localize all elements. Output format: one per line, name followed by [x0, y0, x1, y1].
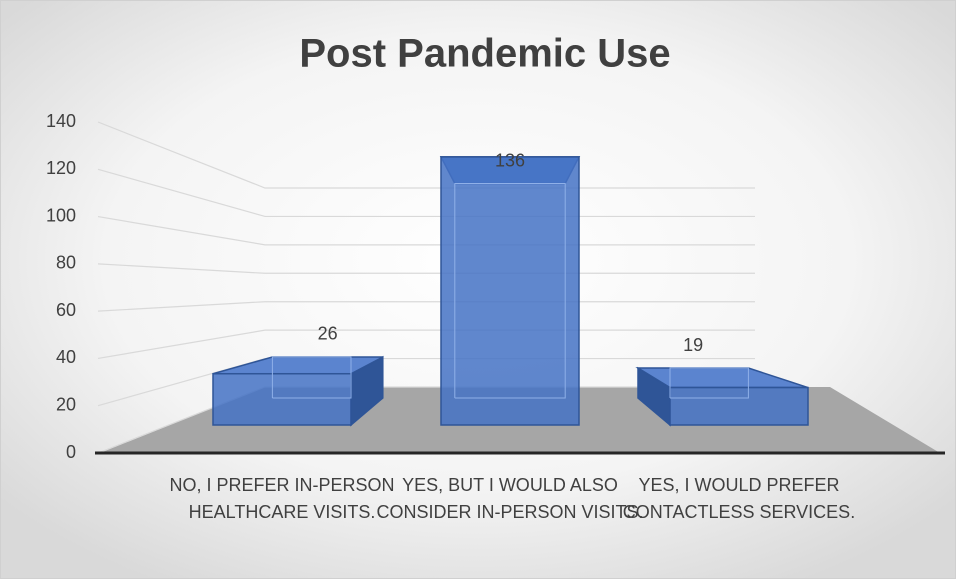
bar: [440, 156, 580, 426]
data-label: 26: [318, 324, 338, 344]
grid-line: [97, 168, 755, 218]
y-tick-label: 40: [56, 347, 76, 367]
grid-line: [97, 263, 755, 274]
bar-edge: [669, 367, 749, 399]
grid-line: [97, 215, 755, 246]
grid-line: [97, 121, 755, 189]
y-tick-label: 0: [66, 442, 76, 462]
grid-line: [97, 329, 755, 360]
y-tick-label: 140: [46, 111, 76, 131]
bar: [212, 372, 352, 426]
bar-edge: [454, 183, 566, 399]
x-tick-label: YES, I WOULD PREFER CONTACTLESS SERVICES…: [622, 475, 856, 522]
data-label: 136: [495, 150, 525, 170]
y-tick-label: 100: [46, 205, 76, 225]
y-tick-label: 60: [56, 300, 76, 320]
y-tick-label: 120: [46, 158, 76, 178]
y-tick-label: 80: [56, 253, 76, 273]
bar-edge: [271, 356, 352, 399]
data-label: 19: [683, 335, 703, 355]
bar: [669, 386, 809, 426]
grid-line: [97, 301, 755, 312]
y-tick-label: 20: [56, 394, 76, 414]
x-tick-label: NO, I PREFER IN-PERSON HEALTHCARE VISITS…: [169, 475, 395, 522]
x-tick-label: YES, BUT I WOULD ALSO CONSIDER IN-PERSON…: [376, 475, 644, 522]
chart-title: Post Pandemic Use: [299, 32, 670, 76]
